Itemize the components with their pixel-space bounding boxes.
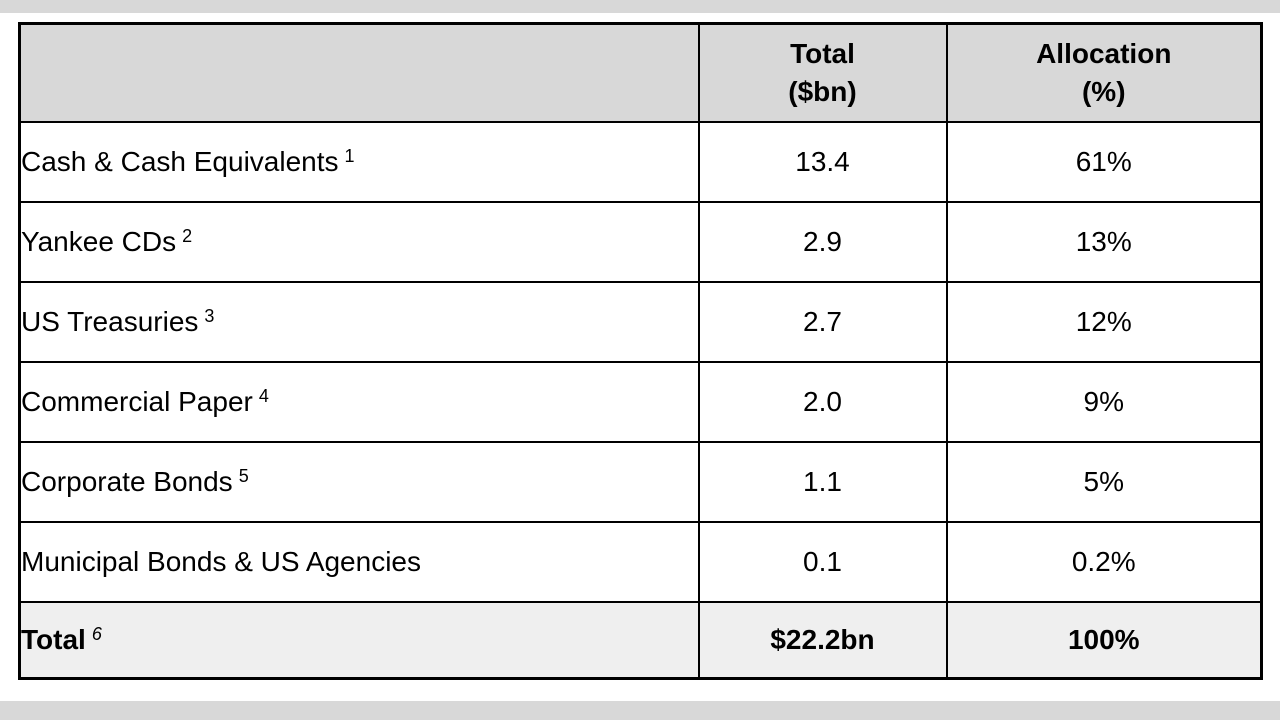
header-total-line1: Total [790, 38, 855, 70]
header-row: Total ($bn) Allocation (%) [18, 22, 1263, 123]
allocation-value-cell: 5% [945, 441, 1263, 524]
allocation-value-cell: 9% [945, 360, 1263, 444]
asset-label-cell: Corporate Bonds 5 [18, 441, 700, 524]
grand-total-value-cell: $22.2bn [697, 601, 948, 680]
page-bottom-strip [0, 701, 1280, 720]
asset-label: US Treasuries [21, 305, 199, 337]
allocation-value-cell: 61% [945, 120, 1263, 203]
page-top-strip [0, 0, 1280, 13]
table-row: US Treasuries 3 2.7 12% [18, 280, 1263, 363]
footnote-superscript: 5 [238, 466, 249, 487]
footnote-superscript: 1 [344, 145, 355, 166]
total-row: Total 6 $22.2bn 100% [18, 601, 1263, 680]
asset-label-cell: Yankee CDs 2 [18, 200, 700, 283]
table-row: Commercial Paper 4 2.0 9% [18, 360, 1263, 444]
table-row: Corporate Bonds 5 1.1 5% [18, 441, 1263, 524]
table-row: Municipal Bonds & US Agencies 0.1 0.2% [18, 521, 1263, 604]
header-total-line2: ($bn) [788, 75, 857, 107]
asset-label-cell: Cash & Cash Equivalents 1 [18, 120, 700, 203]
asset-label-cell: Municipal Bonds & US Agencies [18, 521, 700, 604]
allocation-value-cell: 13% [945, 200, 1263, 283]
asset-label: Cash & Cash Equivalents [21, 145, 339, 177]
total-value-cell: 2.7 [697, 280, 948, 363]
total-value-cell: 2.0 [697, 360, 948, 444]
footnote-superscript: 2 [182, 225, 193, 246]
allocation-value-cell: 12% [945, 280, 1263, 363]
asset-label: Municipal Bonds & US Agencies [21, 546, 421, 578]
grand-allocation-value-cell: 100% [945, 601, 1263, 680]
header-allocation-line1: Allocation [1036, 38, 1172, 70]
header-cell-allocation: Allocation (%) [945, 22, 1263, 123]
allocation-value-cell: 0.2% [945, 521, 1263, 604]
asset-label-cell: US Treasuries 3 [18, 280, 700, 363]
total-value-cell: 2.9 [697, 200, 948, 283]
total-value-cell: 0.1 [697, 521, 948, 604]
total-value-cell: 13.4 [697, 120, 948, 203]
asset-label-cell: Commercial Paper 4 [18, 360, 700, 444]
header-allocation-line2: (%) [1081, 75, 1126, 107]
asset-label: Yankee CDs [21, 225, 177, 257]
total-value-cell: 1.1 [697, 441, 948, 524]
asset-label: Commercial Paper [21, 386, 253, 418]
footnote-superscript: 3 [204, 305, 215, 326]
header-cell-asset [18, 22, 700, 123]
total-label-cell: Total 6 [18, 601, 700, 680]
table-row: Yankee CDs 2 2.9 13% [18, 200, 1263, 283]
asset-label: Corporate Bonds [21, 466, 233, 498]
allocation-table: Total ($bn) Allocation (%) Cash & Cash E… [18, 22, 1263, 680]
footnote-superscript: 4 [258, 386, 269, 407]
header-cell-total: Total ($bn) [697, 22, 948, 123]
footnote-superscript: 6 [91, 624, 102, 645]
total-label: Total [21, 624, 86, 656]
table-row: Cash & Cash Equivalents 1 13.4 61% [18, 120, 1263, 203]
